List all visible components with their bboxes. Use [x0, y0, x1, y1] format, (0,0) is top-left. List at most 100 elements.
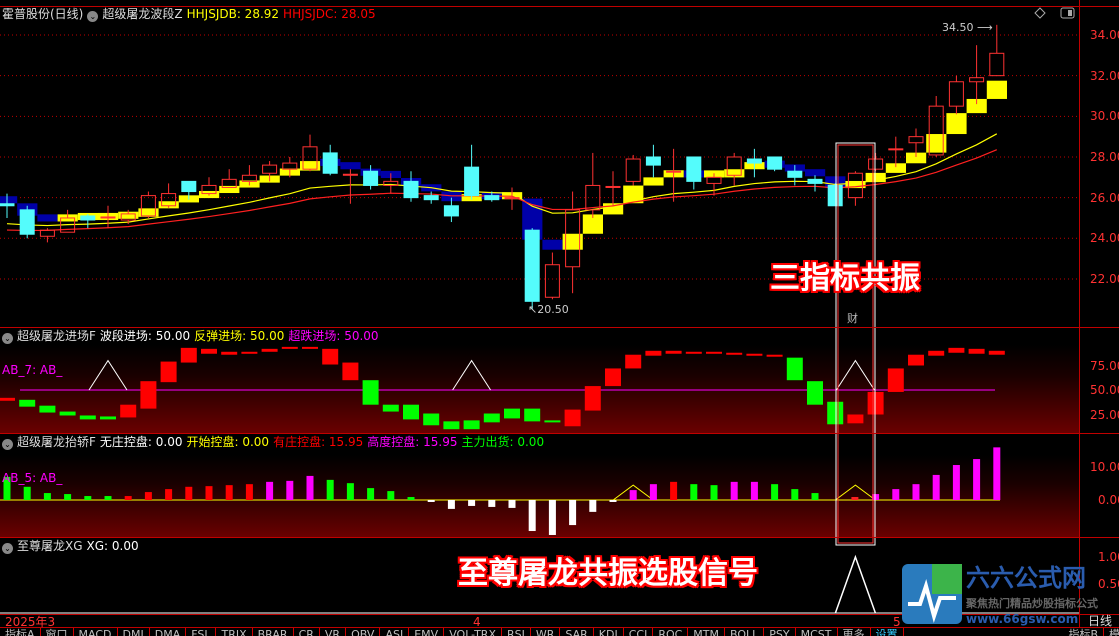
tab-22[interactable]: PSY	[764, 628, 796, 636]
tab-6[interactable]: TRIX	[216, 628, 253, 636]
panel2-bar	[205, 486, 213, 500]
panel2-bar	[427, 500, 435, 502]
panel2-bar	[791, 489, 799, 500]
candle-body	[302, 146, 318, 170]
band-block	[926, 134, 947, 153]
panel2-name[interactable]: 超级屠龙抬轿F	[17, 435, 96, 449]
panel2-bar	[346, 483, 354, 500]
tab-16[interactable]: SAR	[560, 628, 594, 636]
ma-line	[6, 133, 998, 227]
candle-body	[625, 158, 641, 182]
tab-17[interactable]: KDJ	[594, 628, 624, 636]
band-block	[643, 177, 664, 186]
chevron-down-icon[interactable]: ⌄	[2, 543, 13, 554]
axis-label: 26.00	[1090, 191, 1119, 205]
tab-21[interactable]: BOLL	[725, 628, 765, 636]
candle-body	[645, 156, 661, 166]
panel2-bar	[407, 497, 415, 500]
tab-9[interactable]: VR	[320, 628, 347, 636]
tab-4[interactable]: DMA	[150, 628, 187, 636]
panel1-bar	[786, 357, 803, 381]
panel2-bar	[266, 481, 274, 500]
tab-11[interactable]: ASI	[380, 628, 410, 636]
panel1-bar	[362, 380, 379, 405]
band-block	[158, 201, 179, 209]
tab-8[interactable]: CR	[294, 628, 320, 636]
tab-14[interactable]: RSI	[502, 628, 531, 636]
panel2-bar	[952, 465, 960, 500]
tab-24[interactable]: 更多	[838, 628, 871, 636]
tab-23[interactable]: MCST	[796, 628, 838, 636]
tab-7[interactable]: BRAR	[253, 628, 294, 636]
tab-18[interactable]: CCI	[624, 628, 654, 636]
panel1-bar	[79, 415, 96, 420]
tab-0[interactable]: 指标A	[0, 628, 41, 636]
logo-slogan: 聚焦热门精品炒股指标公式	[966, 597, 1098, 610]
tab-10[interactable]: OBV	[346, 628, 381, 636]
panel-toggle-icon[interactable]	[1060, 7, 1075, 19]
axis-label: 50.00	[1090, 383, 1119, 397]
diamond-icon[interactable]	[1034, 7, 1046, 19]
panel1-bar	[342, 362, 359, 381]
candle-body	[363, 170, 379, 186]
panel3-v1: XG: 0.00	[86, 539, 139, 553]
panel2-bar	[104, 496, 112, 500]
tab-2[interactable]: MACD	[74, 628, 118, 636]
candle-body	[807, 178, 823, 184]
band-block	[219, 185, 240, 194]
panel2-bar	[589, 500, 597, 512]
indicator-name[interactable]: 超级屠龙波段Z	[102, 7, 183, 21]
panel2-bar	[932, 474, 940, 500]
panel1-bar	[625, 354, 642, 369]
panel1-bar	[241, 351, 258, 354]
chevron-down-icon[interactable]: ⌄	[2, 333, 13, 344]
chevron-down-icon[interactable]: ⌄	[2, 439, 13, 450]
panel1-name[interactable]: 超级屠龙进场F	[17, 329, 96, 343]
date-label: 2025年3	[5, 615, 56, 629]
panel1-bar	[968, 348, 985, 354]
tab-20[interactable]: MTM	[688, 628, 725, 636]
panel1-bar	[988, 350, 1005, 355]
panel2-v3: 有庄控盘: 15.95	[273, 435, 364, 449]
tab-13[interactable]: VOL-TRX	[444, 628, 502, 636]
panel2-bar	[649, 484, 657, 500]
tab-25[interactable]: 设置	[871, 628, 904, 636]
candle-body	[161, 193, 177, 207]
candle-body	[746, 158, 762, 164]
candle-body	[19, 209, 35, 235]
panel2-bar	[447, 500, 455, 509]
axis-label: 32.00	[1090, 69, 1119, 83]
tab-3[interactable]: DMI	[118, 628, 150, 636]
tab-19[interactable]: ROC	[653, 628, 689, 636]
top-right-icons[interactable]	[1034, 7, 1075, 19]
tab-1[interactable]: 窗口	[41, 628, 74, 636]
highlight-box	[835, 142, 876, 546]
panel1-bar	[100, 416, 116, 420]
candle-body	[524, 229, 540, 302]
tab-12[interactable]: EMV	[409, 628, 445, 636]
candle-body	[767, 156, 783, 170]
axis-label: 10.00	[1090, 460, 1119, 474]
tab-5[interactable]: FSL	[186, 628, 217, 636]
candle-body	[847, 172, 863, 199]
candle-body	[39, 229, 55, 237]
signal-annotation: 至尊屠龙共振选股信号	[458, 556, 758, 591]
band-block	[865, 172, 886, 183]
tab-27[interactable]: 模板	[1104, 628, 1119, 636]
panel3-name[interactable]: 至尊屠龙XG	[17, 539, 83, 553]
candle-body	[908, 136, 924, 144]
panel3-header: ⌄ 至尊屠龙XG XG: 0.00	[2, 538, 143, 554]
date-label: 4	[473, 615, 481, 629]
panel2-bar	[872, 494, 880, 500]
tab-26[interactable]: 指标B	[1064, 628, 1105, 636]
period-label[interactable]: 日线	[1088, 614, 1113, 628]
panel1-bar	[807, 381, 823, 405]
tab-15[interactable]: WR	[531, 628, 561, 636]
band-block	[340, 162, 361, 170]
panel1-v2: 反弹进场: 50.00	[194, 329, 285, 343]
candle-body	[443, 205, 459, 217]
panel2-bar	[185, 486, 193, 500]
panel3-signal	[0, 554, 1079, 614]
chevron-down-icon[interactable]: ⌄	[87, 11, 99, 22]
